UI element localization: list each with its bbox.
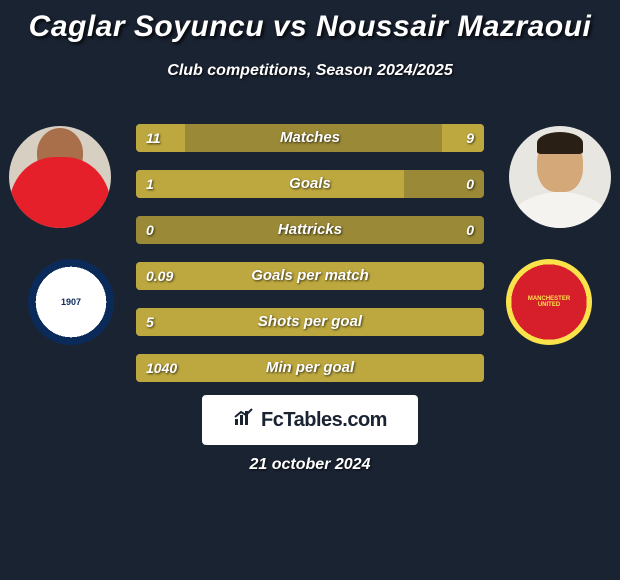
stat-row: 0.09Goals per match	[136, 262, 484, 290]
player-right-avatar	[509, 126, 611, 228]
stat-row: 00Hattricks	[136, 216, 484, 244]
stat-label: Goals per match	[136, 262, 484, 290]
club-left-badge: 1907	[28, 259, 114, 345]
avatar-shirt	[509, 192, 611, 228]
avatar-shirt	[9, 157, 111, 228]
stat-label: Goals	[136, 170, 484, 198]
avatar-hair	[537, 132, 583, 154]
stat-label: Shots per goal	[136, 308, 484, 336]
comparison-infographic: Caglar Soyuncu vs Noussair Mazraoui Club…	[0, 0, 620, 580]
club-right-label: MANCHESTER UNITED	[530, 283, 568, 321]
club-left-label: 1907	[48, 279, 94, 325]
page-title: Caglar Soyuncu vs Noussair Mazraoui	[0, 0, 620, 44]
stats-panel: 119Matches 10Goals 00Hattricks 0.09Goals pe…	[136, 124, 484, 400]
stat-row: 5Shots per goal	[136, 308, 484, 336]
stat-row: 10Goals	[136, 170, 484, 198]
stat-label: Hattricks	[136, 216, 484, 244]
player-left-avatar	[9, 126, 111, 228]
source-text: FcTables.com	[261, 409, 387, 432]
stat-row: 1040Min per goal	[136, 354, 484, 382]
club-right-badge: MANCHESTER UNITED	[506, 259, 592, 345]
subtitle: Club competitions, Season 2024/2025	[0, 62, 620, 80]
chart-icon	[233, 407, 255, 433]
stat-label: Min per goal	[136, 354, 484, 382]
footer-date: 21 october 2024	[0, 456, 620, 474]
stat-row: 119Matches	[136, 124, 484, 152]
source-badge: FcTables.com	[202, 395, 418, 445]
stat-label: Matches	[136, 124, 484, 152]
